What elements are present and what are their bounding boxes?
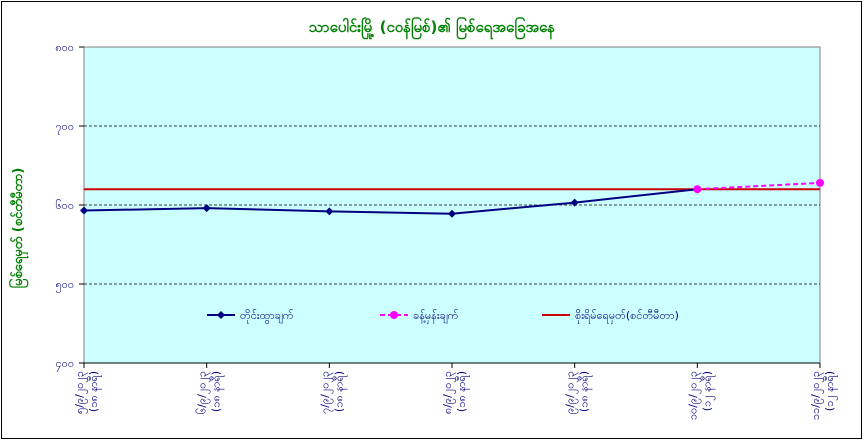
legend-label: ခန့်မှန်းချက် [413,309,459,324]
observed-line [83,188,698,215]
x-tick-label: ၆/၉/၂၀၂၃ (၁၈ နာရီ) [196,371,225,414]
x-tick-time: (၁၈ နာရီ) [578,371,593,412]
x-tick-label: ၇/၉/၂၀၂၃ (၁၈ နာရီ) [318,371,347,414]
x-tick-label: ၁၁/၉/၂၀၂၃ (၁၂ နာရီ) [809,371,838,420]
x-tick-date: ၅/၉/၂၀၂၃ [73,371,88,414]
y-axis-ticks: ၄၀၀ ၅၀၀ ၆၀၀ ၇၀၀ ၈၀၀ [55,41,84,372]
y-tick-label: ၈၀၀ [55,41,74,54]
y-axis-label: မြစ်ရေမှတ် (စင်တီမီတာ) [8,168,29,289]
x-tick-label: ၉/၉/၂၀၂၃ (၁၈ နာရီ) [564,371,593,414]
observed-point [325,207,334,216]
y-tick-label: ၇၀၀ [55,120,74,135]
x-tick-time: (၁၂ နာရီ) [823,371,838,411]
x-tick-date: ၁၁/၉/၂၀၂၃ [809,371,824,420]
legend-marker [390,311,398,319]
y-tick-label: ၄၀၀ [55,357,74,372]
x-tick-time: (၁၈ နာရီ) [210,371,225,412]
x-tick-time: (၁၈ နာရီ) [332,371,347,412]
x-tick-time: (၁၈ နာရီ) [87,371,102,412]
legend-marker [217,311,225,319]
x-tick-label: ၈/၉/၂၀၂၃ (၁၈ နာရီ) [441,371,470,414]
x-axis-ticks: ၅/၉/၂၀၂၃ (၁၈ နာရီ) ၆/၉/၂၀၂၃ (၁၈ နာရီ) ၇/၉/၂၀… [73,362,838,420]
x-tick-label: ၁၀/၉/၂၀၂၃ (၁၂ နာရီ) [686,371,715,420]
y-tick-label: ၅၀၀ [55,278,74,293]
legend-label: စိုးရိမ်ရေမှတ်(စင်တီမီတာ) [575,309,679,324]
observed-point [448,209,456,218]
x-tick-date: ၁၀/၉/၂၀၂၃ [686,371,701,420]
x-tick-time: (၁၈ နာရီ) [455,371,470,412]
forecast-point [693,185,702,194]
x-tick-time: (၁၂ နာရီ) [700,371,715,411]
forecast-line [697,181,821,191]
observed-point [80,206,88,215]
x-tick-date: ၉/၉/၂၀၂၃ [564,371,579,414]
series-layer [80,178,824,218]
legend: တိုင်းထွာချက် ခန့်မှန်းချက် စိုးရိမ်ရေမှတ်… [207,309,679,324]
observed-point [202,204,211,213]
chart-title: သာပေါင်းမြို့ (ငဝန်မြစ်)၏ မြစ်ရေအခြေအနေ [309,16,555,40]
observed-point [570,198,579,207]
y-tick-label: ၆၀၀ [55,199,74,212]
x-tick-date: ၇/၉/၂၀၂၃ [318,371,333,414]
forecast-point [816,178,824,187]
x-tick-date: ၆/၉/၂၀၂၃ [196,371,211,414]
x-tick-label: ၅/၉/၂၀၂၃ (၁၈ နာရီ) [73,371,102,414]
x-tick-date: ၈/၉/၂၀၂၃ [441,371,456,414]
legend-label: တိုင်းထွာချက် [240,309,294,324]
